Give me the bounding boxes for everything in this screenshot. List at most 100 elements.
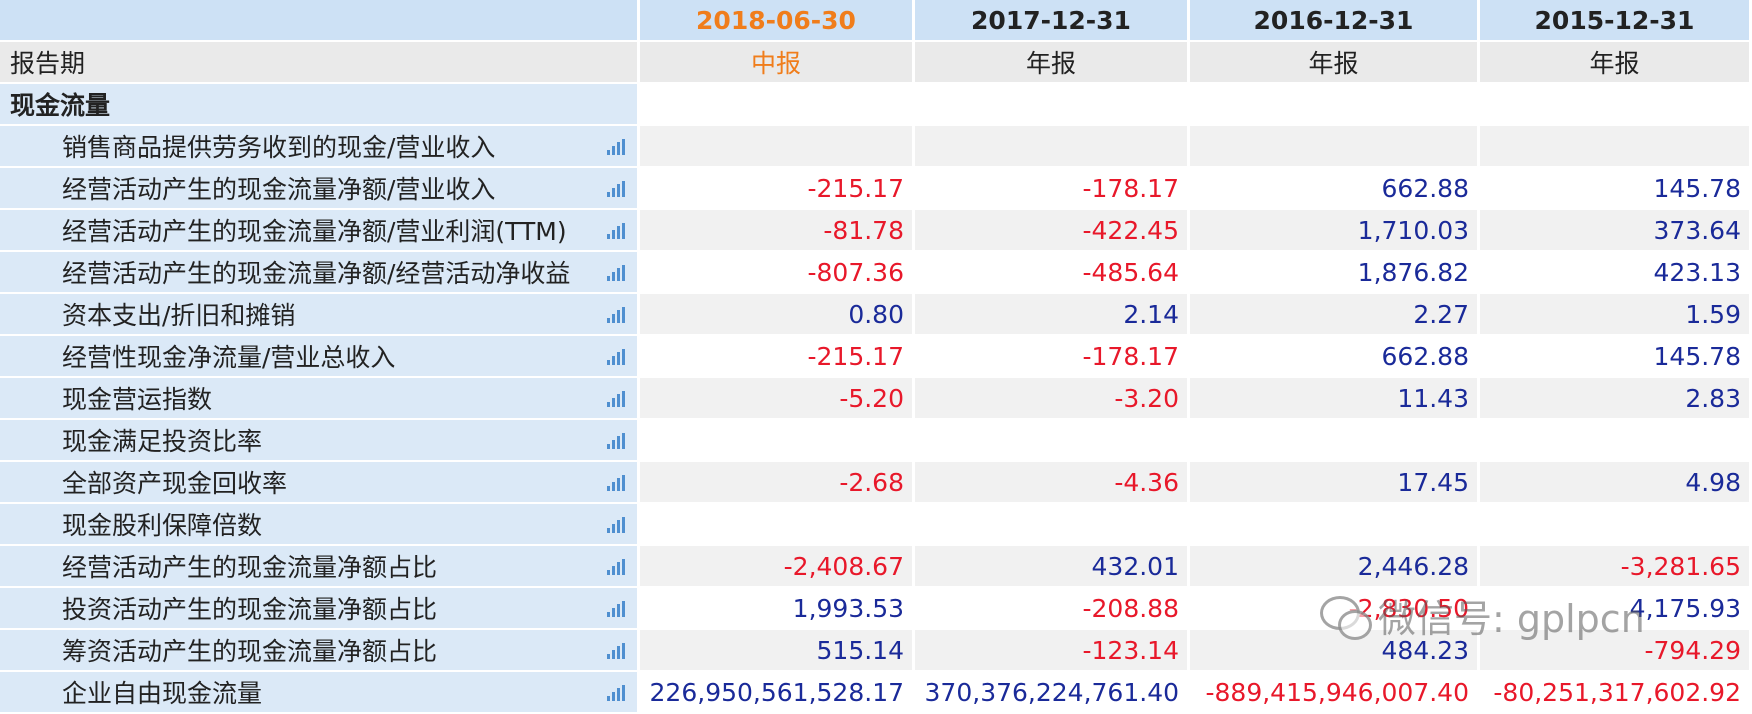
value-cell: 662.88: [1190, 336, 1480, 378]
value-cell: -208.88: [915, 588, 1190, 630]
header-corner-cell: [0, 0, 640, 42]
value-cell: [1190, 126, 1480, 168]
value-cell: [915, 504, 1190, 546]
row-label: 经营活动产生的现金流量净额/经营活动净收益: [0, 252, 640, 294]
value-cell: -215.17: [640, 168, 915, 210]
bar-chart-icon[interactable]: [607, 349, 625, 365]
period-header-2018-06-30[interactable]: 2018-06-30: [640, 0, 915, 42]
value-cell: 4,175.93: [1480, 588, 1752, 630]
value-cell: 145.78: [1480, 168, 1752, 210]
value-cell: 370,376,224,761.40: [915, 672, 1190, 714]
value-cell: 515.14: [640, 630, 915, 672]
value-cell: -80,251,317,602.92: [1480, 672, 1752, 714]
value-cell: 432.01: [915, 546, 1190, 588]
bar-chart-icon[interactable]: [607, 643, 625, 659]
value-cell: [915, 126, 1190, 168]
value-cell: [1480, 126, 1752, 168]
value-cell: 145.78: [1480, 336, 1752, 378]
value-cell: [1480, 420, 1752, 462]
row-label: 全部资产现金回收率: [0, 462, 640, 504]
row-label: 现金满足投资比率: [0, 420, 640, 462]
bar-chart-icon[interactable]: [607, 433, 625, 449]
section-empty-cell: [1480, 84, 1752, 126]
bar-chart-icon[interactable]: [607, 475, 625, 491]
report-type-cell: 年报: [1480, 42, 1752, 84]
table-row[interactable]: 销售商品提供劳务收到的现金/营业收入: [0, 126, 1752, 168]
value-cell: 1,876.82: [1190, 252, 1480, 294]
table-row[interactable]: 经营活动产生的现金流量净额占比 -2,408.67 432.01 2,446.28 -3…: [0, 546, 1752, 588]
bar-chart-icon[interactable]: [607, 517, 625, 533]
value-cell: -794.29: [1480, 630, 1752, 672]
table-row[interactable]: 全部资产现金回收率 -2.68 -4.36 17.45 4.98: [0, 462, 1752, 504]
section-empty-cell: [1190, 84, 1480, 126]
bar-chart-icon[interactable]: [607, 685, 625, 701]
value-cell: 423.13: [1480, 252, 1752, 294]
row-label: 现金营运指数: [0, 378, 640, 420]
report-period-label: 报告期: [0, 42, 640, 84]
value-cell: -422.45: [915, 210, 1190, 252]
section-empty-cell: [640, 84, 915, 126]
table-row[interactable]: 经营活动产生的现金流量净额/营业利润(TTM) -81.78 -422.45 1,71…: [0, 210, 1752, 252]
bar-chart-icon[interactable]: [607, 307, 625, 323]
bar-chart-icon[interactable]: [607, 601, 625, 617]
value-cell: 1.59: [1480, 294, 1752, 336]
row-label: 筹资活动产生的现金流量净额占比: [0, 630, 640, 672]
value-cell: 1,993.53: [640, 588, 915, 630]
value-cell: -3.20: [915, 378, 1190, 420]
value-cell: 2.83: [1480, 378, 1752, 420]
value-cell: 484.23: [1190, 630, 1480, 672]
row-label: 销售商品提供劳务收到的现金/营业收入: [0, 126, 640, 168]
row-label: 投资活动产生的现金流量净额占比: [0, 588, 640, 630]
value-cell: 2,446.28: [1190, 546, 1480, 588]
value-cell: 373.64: [1480, 210, 1752, 252]
value-cell: [1480, 504, 1752, 546]
bar-chart-icon[interactable]: [607, 139, 625, 155]
bar-chart-icon[interactable]: [607, 391, 625, 407]
row-label: 资本支出/折旧和摊销: [0, 294, 640, 336]
value-cell: -178.17: [915, 168, 1190, 210]
value-cell: 1,710.03: [1190, 210, 1480, 252]
value-cell: 11.43: [1190, 378, 1480, 420]
row-label: 经营活动产生的现金流量净额/营业收入: [0, 168, 640, 210]
table-row[interactable]: 现金营运指数 -5.20 -3.20 11.43 2.83: [0, 378, 1752, 420]
period-header-row: 2018-06-30 2017-12-31 2016-12-31 2015-12…: [0, 0, 1752, 42]
table-row[interactable]: 经营性现金净流量/营业总收入 -215.17 -178.17 662.88 145.78: [0, 336, 1752, 378]
value-cell: [640, 420, 915, 462]
table-row[interactable]: 现金股利保障倍数: [0, 504, 1752, 546]
value-cell: -123.14: [915, 630, 1190, 672]
value-cell: 4.98: [1480, 462, 1752, 504]
value-cell: [640, 126, 915, 168]
value-cell: -5.20: [640, 378, 915, 420]
report-type-cell: 中报: [640, 42, 915, 84]
value-cell: [640, 504, 915, 546]
table-row[interactable]: 企业自由现金流量 226,950,561,528.17 370,376,224,76…: [0, 672, 1752, 714]
value-cell: [915, 420, 1190, 462]
value-cell: 226,950,561,528.17: [640, 672, 915, 714]
table-row[interactable]: 现金满足投资比率: [0, 420, 1752, 462]
row-label: 经营活动产生的现金流量净额占比: [0, 546, 640, 588]
value-cell: -178.17: [915, 336, 1190, 378]
table-row[interactable]: 经营活动产生的现金流量净额/营业收入 -215.17 -178.17 662.88 14…: [0, 168, 1752, 210]
value-cell: 0.80: [640, 294, 915, 336]
bar-chart-icon[interactable]: [607, 223, 625, 239]
value-cell: 662.88: [1190, 168, 1480, 210]
table-row[interactable]: 经营活动产生的现金流量净额/经营活动净收益 -807.36 -485.64 1,876…: [0, 252, 1752, 294]
period-header-2016-12-31[interactable]: 2016-12-31: [1190, 0, 1480, 42]
value-cell: -3,281.65: [1480, 546, 1752, 588]
period-header-2015-12-31[interactable]: 2015-12-31: [1480, 0, 1752, 42]
value-cell: [1190, 504, 1480, 546]
bar-chart-icon[interactable]: [607, 559, 625, 575]
value-cell: -485.64: [915, 252, 1190, 294]
row-label: 现金股利保障倍数: [0, 504, 640, 546]
bar-chart-icon[interactable]: [607, 181, 625, 197]
bar-chart-icon[interactable]: [607, 265, 625, 281]
value-cell: -889,415,946,007.40: [1190, 672, 1480, 714]
section-title: 现金流量: [0, 84, 640, 126]
report-type-cell: 年报: [915, 42, 1190, 84]
report-type-cell: 年报: [1190, 42, 1480, 84]
value-cell: 2.14: [915, 294, 1190, 336]
period-header-2017-12-31[interactable]: 2017-12-31: [915, 0, 1190, 42]
table-row[interactable]: 筹资活动产生的现金流量净额占比 515.14 -123.14 484.23 -794.2…: [0, 630, 1752, 672]
value-cell: -4.36: [915, 462, 1190, 504]
table-row[interactable]: 资本支出/折旧和摊销 0.80 2.14 2.27 1.59: [0, 294, 1752, 336]
